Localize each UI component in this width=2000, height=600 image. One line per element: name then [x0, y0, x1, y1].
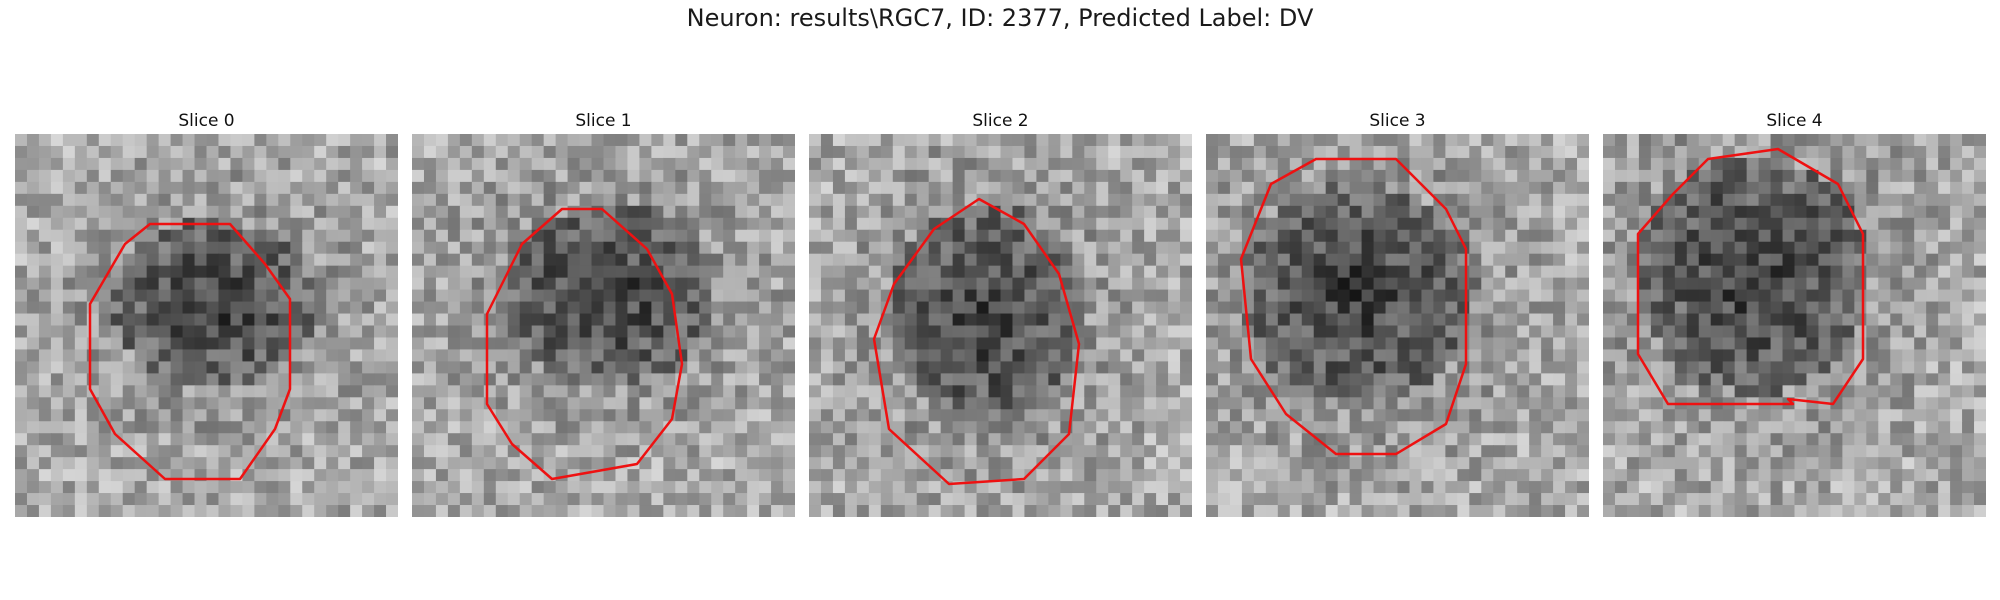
slice-image-2	[809, 134, 1192, 517]
slice-image-1	[412, 134, 795, 517]
slice-panel-1: Slice 1	[412, 108, 795, 517]
slice-title: Slice 0	[178, 111, 235, 131]
slice-panel-0: Slice 0	[15, 108, 398, 517]
slice-image-3	[1206, 134, 1589, 517]
figure-title: Neuron: results\RGC7, ID: 2377, Predicte…	[686, 4, 1314, 32]
contour-outline	[485, 207, 684, 481]
slice-title: Slice 4	[1766, 111, 1823, 131]
slice-title: Slice 3	[1369, 111, 1426, 131]
contour-outline	[1636, 147, 1865, 406]
contour-outline	[88, 222, 292, 481]
slice-panel-2: Slice 2	[809, 108, 1192, 517]
slice-image-0	[15, 134, 398, 517]
slice-image-4	[1603, 134, 1986, 517]
slice-panel-3: Slice 3	[1206, 108, 1589, 517]
contour-outline	[1239, 157, 1468, 456]
slice-title: Slice 2	[972, 111, 1029, 131]
slice-panel-4: Slice 4	[1603, 108, 1986, 517]
contour-outline	[872, 197, 1081, 486]
slice-title: Slice 1	[575, 111, 632, 131]
